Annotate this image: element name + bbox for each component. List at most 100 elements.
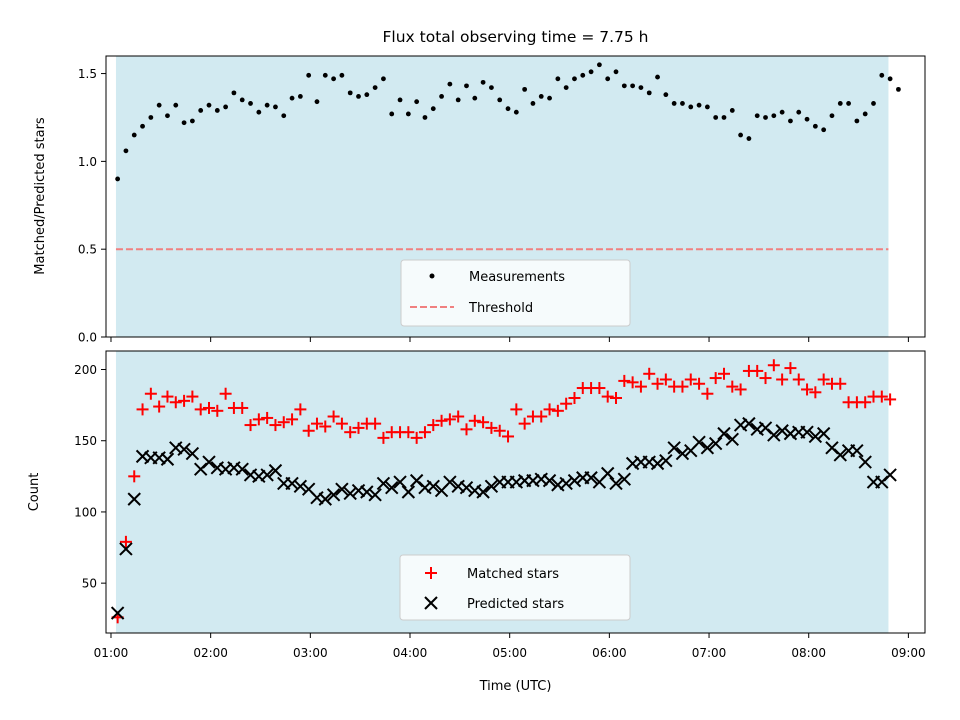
- measurement-point: [306, 72, 312, 78]
- matched-star-point: [468, 414, 481, 427]
- legend-label-predicted: Predicted stars: [467, 597, 564, 612]
- matched-star-point: [726, 380, 739, 393]
- matched-star-point: [128, 470, 141, 483]
- predicted-star-point: [767, 428, 781, 442]
- measurement-point: [513, 109, 519, 115]
- predicted-star-point: [318, 492, 332, 506]
- measurement-point: [746, 136, 752, 141]
- measurement-point: [646, 90, 652, 96]
- measurement-point: [804, 116, 810, 122]
- measurement-point: [372, 85, 378, 91]
- chart-title: Flux total observing time = 7.75 h: [382, 28, 648, 46]
- predicted-star-point: [816, 426, 831, 441]
- predicted-star-point: [858, 455, 872, 469]
- measurement-point: [505, 106, 511, 112]
- predicted-star-point: [376, 476, 391, 491]
- top-panel-axes: 0.0 0.5 1.0 1.5 Flux total observing time =…: [33, 28, 926, 345]
- measurement-point: [605, 76, 611, 82]
- measurement-point: [322, 72, 328, 78]
- measurement-point: [671, 101, 677, 106]
- predicted-star-point: [609, 476, 623, 491]
- matched-star-point: [834, 377, 847, 390]
- matched-star-point: [202, 401, 215, 414]
- matched-star-point: [701, 387, 714, 400]
- predicted-star-point: [343, 486, 357, 501]
- legend-label-measurements: Measurements: [469, 270, 565, 285]
- measurement-point: [189, 118, 195, 124]
- predicted-star-point: [443, 475, 457, 489]
- matched-star-point: [659, 373, 672, 386]
- top-y-tick-label: 0.0: [78, 331, 97, 345]
- measurement-point: [555, 76, 561, 82]
- predicted-star-point: [742, 416, 756, 431]
- bottom-panel-axes: 01:00 02:00 03:00 04:00 05:00 06:00 07:00 08:00…: [27, 350, 926, 694]
- measurement-point: [364, 92, 370, 98]
- measurement-point: [837, 101, 843, 106]
- matched-star-point: [294, 403, 307, 416]
- predicted-star-point: [401, 485, 416, 499]
- predicted-star-point: [459, 481, 474, 495]
- x-tick-label: 07:00: [692, 646, 727, 660]
- matched-star-point: [634, 380, 647, 393]
- predicted-star-point: [800, 425, 814, 439]
- bottom-y-axis-label: Count: [27, 473, 42, 512]
- predicted-star-point: [285, 476, 299, 491]
- measurement-point: [464, 83, 469, 89]
- measurement-point: [198, 108, 204, 113]
- matched-star-point: [460, 423, 473, 436]
- top-plot-area: [115, 62, 901, 251]
- measurement-point: [422, 115, 428, 120]
- matched-star-point: [310, 417, 323, 430]
- measurement-point: [871, 101, 876, 106]
- matched-star-point: [693, 377, 706, 390]
- matched-star-point: [352, 421, 365, 434]
- predicted-star-point: [667, 441, 681, 455]
- measurement-point: [530, 101, 536, 106]
- top-legend: Measurements Threshold: [400, 259, 631, 327]
- measurement-point: [854, 118, 860, 124]
- measurement-point: [165, 113, 170, 119]
- matched-star-point: [402, 426, 415, 439]
- x-tick-label: 03:00: [293, 646, 328, 660]
- bottom-ticks: 01:00 02:00 03:00 04:00 05:00 06:00 07:00 08:00…: [74, 363, 926, 660]
- predicted-star-point: [360, 485, 374, 499]
- matched-star-point: [809, 386, 822, 399]
- matched-star-point: [477, 416, 490, 429]
- predicted-star-point: [160, 452, 175, 466]
- predicted-star-point: [700, 441, 715, 455]
- matched-star-point: [684, 373, 697, 386]
- measurement-point: [472, 95, 478, 101]
- matched-star-point: [776, 373, 789, 386]
- measurement-point: [713, 115, 719, 120]
- matched-star-point: [601, 390, 614, 403]
- matched-star-point: [178, 394, 191, 407]
- matched-star-point: [502, 430, 515, 443]
- measurement-point: [630, 83, 636, 89]
- top-legend-box: [400, 259, 631, 327]
- measurement-point: [754, 113, 760, 119]
- measurement-point: [455, 97, 461, 103]
- predicted-star-point: [235, 462, 249, 476]
- matched-star-point: [427, 419, 440, 432]
- predicted-star-point: [368, 488, 382, 502]
- measurement-point: [580, 72, 586, 78]
- matched-star-point: [410, 431, 423, 444]
- measurement-point: [862, 111, 868, 117]
- predicted-star-point: [567, 473, 582, 488]
- matched-star-point: [859, 396, 872, 409]
- measurement-point: [538, 93, 544, 99]
- measurement-point: [663, 92, 669, 98]
- matched-star-point: [418, 426, 431, 439]
- measurement-point: [273, 104, 278, 110]
- matched-star-point: [186, 390, 199, 403]
- measurement-point: [729, 108, 735, 113]
- matched-star-point: [717, 367, 730, 380]
- predicted-star-point: [584, 471, 598, 485]
- measurement-point: [763, 115, 768, 120]
- predicted-star-point: [335, 482, 349, 496]
- matched-star-point: [161, 390, 174, 403]
- measurement-point: [140, 123, 145, 129]
- predicted-star-point: [808, 429, 823, 444]
- bottom-legend: Matched stars Predicted stars: [399, 554, 631, 621]
- matched-star-point: [626, 376, 639, 389]
